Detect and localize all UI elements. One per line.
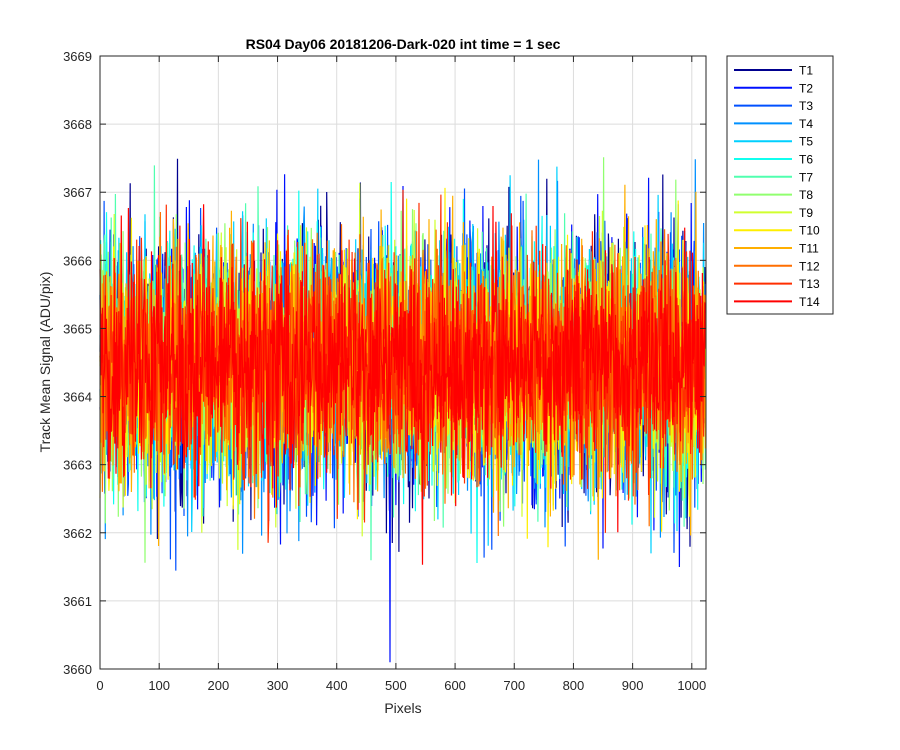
y-tick-label: 3668 <box>63 117 92 132</box>
y-tick-label: 3664 <box>63 390 92 405</box>
y-tick-label: 3663 <box>63 458 92 473</box>
x-axis-ticks: 0 100 200 300 400 500 600 700 800 900 1000 <box>96 56 706 693</box>
legend-entry-t10: T10 <box>799 224 820 238</box>
chart-title: RS04 Day06 20181206-Dark-020 int time = … <box>246 36 561 52</box>
legend-entry-t6: T6 <box>799 153 813 167</box>
x-tick-label: 300 <box>267 678 289 693</box>
x-tick-label: 200 <box>208 678 230 693</box>
x-tick-label: 0 <box>96 678 103 693</box>
x-tick-label: 600 <box>444 678 466 693</box>
legend-entry-t11: T11 <box>799 242 819 256</box>
series-line-t14 <box>99 204 706 565</box>
x-tick-label: 100 <box>148 678 170 693</box>
legend-entry-t5: T5 <box>799 135 813 149</box>
y-tick-label: 3666 <box>63 253 92 268</box>
legend-entry-t12: T12 <box>799 259 820 273</box>
y-tick-label: 3665 <box>63 321 92 336</box>
x-tick-label: 900 <box>622 678 644 693</box>
y-tick-label: 3660 <box>63 662 92 677</box>
x-tick-label: 500 <box>385 678 407 693</box>
legend-entry-t4: T4 <box>799 117 813 131</box>
y-axis-label: Track Mean Signal (ADU/pix) <box>37 272 53 453</box>
legend-entry-t13: T13 <box>799 277 820 291</box>
y-tick-label: 3669 <box>63 49 92 64</box>
legend-items: T1 T2 T3 T4 T5 T6 T7 T8 T9 T10 T11 T12 T13 T14 <box>734 64 820 309</box>
legend-entry-t9: T9 <box>799 206 813 220</box>
x-tick-label: 800 <box>563 678 585 693</box>
legend: T1 T2 T3 T4 T5 T6 T7 T8 T9 T10 T11 T12 T13 T14 <box>726 55 834 315</box>
plot-area: 0 100 200 300 400 500 600 700 800 900 1000 3660366… <box>63 49 707 693</box>
y-axis-ticks: 3660 3661 3662 3663 3664 3665 3666 3667 3668 3669 <box>63 49 706 677</box>
x-tick-label: 400 <box>326 678 348 693</box>
legend-entry-t8: T8 <box>799 188 813 202</box>
y-tick-label: 3667 <box>63 185 92 200</box>
x-tick-label: 700 <box>503 678 525 693</box>
axes-frame <box>99 55 707 670</box>
legend-entry-t1: T1 <box>799 64 813 78</box>
y-tick-label: 3661 <box>63 594 92 609</box>
legend-entry-t3: T3 <box>799 99 813 113</box>
legend-entry-t14: T14 <box>799 295 820 309</box>
legend-box <box>726 55 834 315</box>
x-axis-label: Pixels <box>384 700 421 716</box>
series-lines <box>99 157 706 663</box>
y-tick-label: 3662 <box>63 526 92 541</box>
x-tick-label: 1000 <box>677 678 706 693</box>
legend-entry-t2: T2 <box>799 81 813 95</box>
legend-entry-t7: T7 <box>799 170 813 184</box>
